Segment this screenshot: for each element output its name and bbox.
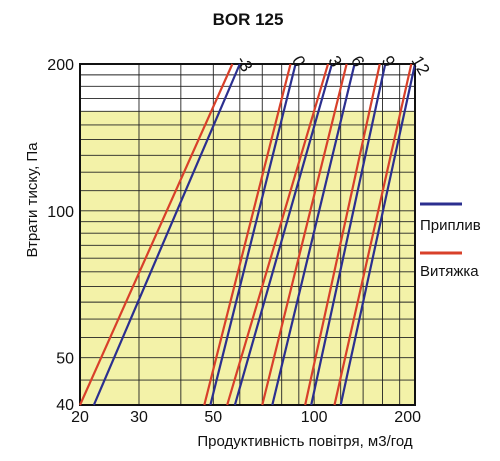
x-tick-label: 20 [71,409,89,426]
y-tick-label: 200 [47,57,74,74]
x-tick-label: 30 [130,409,148,426]
supply-line-6 [271,63,356,406]
legend: Приплив Витяжка [420,202,481,280]
supply-line--3 [92,63,241,406]
x-tick-label: 50 [204,409,222,426]
extract-line-0 [203,63,292,406]
y-axis-ticks: 40 50 100 200 [47,57,74,414]
chart-title: BOR 125 [213,10,284,29]
supply-line-9 [310,63,387,406]
series-label: 9 [378,53,399,71]
legend-extract-label: Витяжка [420,263,479,280]
x-axis-label: Продуктивність повітря, м3/год [197,433,413,450]
grid [79,63,416,406]
supply-line-0 [209,63,297,406]
extract-line-9 [304,63,381,406]
y-tick-label: 100 [47,204,74,221]
legend-supply-label: Приплив [420,217,481,234]
y-tick-label: 50 [56,351,74,368]
supply-line-12 [339,63,417,406]
series-lines [78,63,417,406]
x-tick-label: 200 [394,409,421,426]
supply-line-3 [233,63,333,406]
extract-line--3 [78,63,234,406]
series-label: 6 [347,53,368,71]
plot-frame [79,63,416,406]
y-axis-label: Втрати тиску, Па [24,142,41,258]
extract-line-12 [333,63,413,406]
y-tick-label: 40 [56,397,74,414]
extract-line-6 [261,63,348,406]
x-axis-ticks: 20 30 50 100 200 [71,409,421,426]
x-tick-label: 100 [301,409,328,426]
extract-line-3 [226,63,330,406]
